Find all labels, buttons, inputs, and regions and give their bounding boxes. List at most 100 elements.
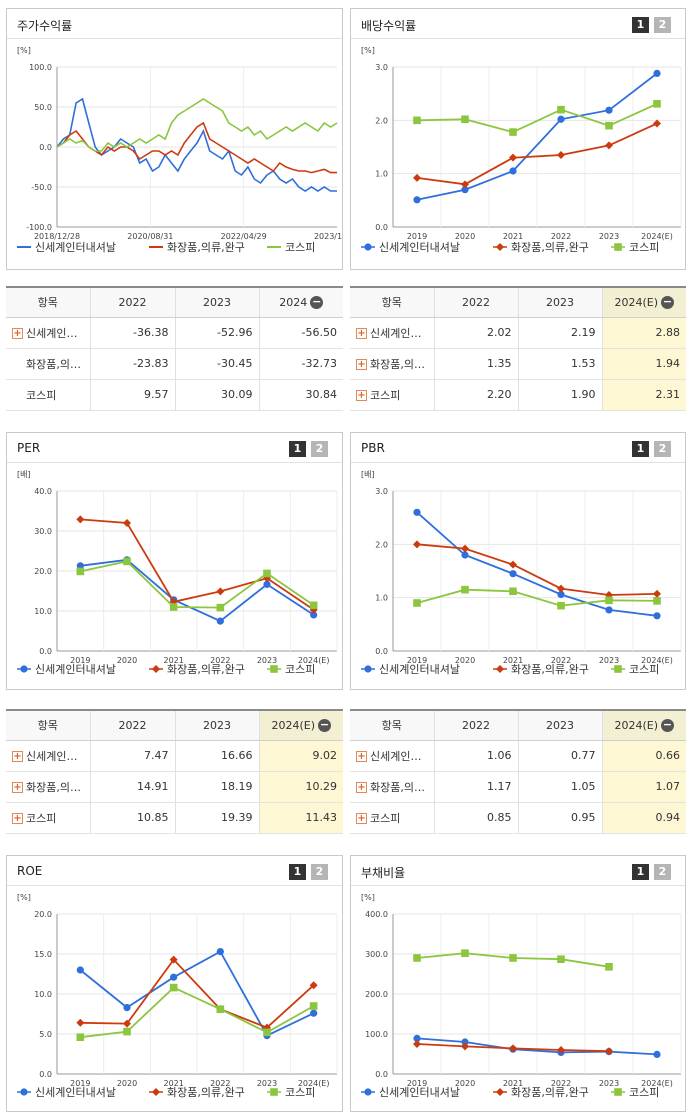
page-2-button[interactable]: 2: [654, 864, 671, 880]
data-point: [76, 1033, 85, 1041]
data-point: [509, 153, 517, 162]
y-tick-label: 400.0: [365, 910, 388, 919]
x-tick-label: 2024(E): [641, 232, 673, 241]
data-point: [309, 605, 318, 614]
x-tick-label: 2023: [599, 656, 619, 665]
expand-icon[interactable]: +: [12, 813, 23, 824]
data-point: [557, 1046, 565, 1054]
expand-icon[interactable]: +: [356, 782, 367, 793]
pbr-chart: [배]3.0 2.0 1.0 0.0 2019 2020 2021 2022 2023 2024(…: [361, 470, 682, 676]
legend-label: 코스피: [629, 241, 659, 254]
y-tick-label: 200.0: [365, 990, 388, 999]
table-cell: 10.85: [89, 802, 175, 834]
axis-unit: [배]: [361, 470, 375, 479]
page-1-button[interactable]: 1: [289, 441, 306, 457]
data-point: [509, 1044, 517, 1053]
table-row: + 화장품,의… 14.91 18.19 10.29: [6, 771, 343, 803]
page-2-button[interactable]: 2: [654, 17, 671, 33]
row-label: 신세계인…: [370, 326, 422, 340]
expand-icon[interactable]: +: [356, 813, 367, 824]
row-name: 코스피: [6, 379, 90, 411]
row-name: 화장품,의…: [6, 348, 90, 380]
collapse-icon[interactable]: −: [661, 718, 675, 732]
data-point: [605, 963, 613, 971]
x-tick-label: 2020: [117, 656, 137, 665]
page-1-button[interactable]: 1: [632, 864, 649, 880]
table-row: + 신세계인… -36.38 -52.96 -56.50: [6, 317, 343, 349]
x-tick-label: 2019: [70, 1079, 90, 1088]
row-label: 화장품,의…: [370, 357, 425, 371]
data-point: [605, 106, 613, 114]
table-header: 2023: [174, 710, 259, 741]
row-name: + 신세계인…: [6, 317, 90, 349]
y-tick-label: 30.0: [34, 527, 52, 536]
data-point: [461, 551, 469, 559]
legend: 신세계인터내셔날 화장품,의류,완구 코스피: [361, 663, 659, 676]
expand-icon[interactable]: +: [12, 328, 23, 339]
collapse-icon[interactable]: −: [318, 718, 332, 732]
table-header: 2024(E) −: [601, 710, 686, 741]
data-point: [557, 115, 565, 123]
page-1-button[interactable]: 1: [632, 17, 649, 33]
x-tick-label: 2023: [599, 232, 619, 241]
table-header: 2022: [433, 287, 518, 318]
data-point: [170, 973, 178, 981]
table-cell: 2.02: [433, 317, 518, 349]
table-header: 2022: [89, 710, 175, 741]
series-코스피: [76, 983, 318, 1041]
panel-header: 배당수익률 1 2: [351, 9, 685, 39]
dividend-yield-chart: [%]3.0 2.0 1.0 0.0 2019 2020 2021 2022 2023 2024(…: [361, 46, 682, 254]
page-2-button[interactable]: 2: [311, 864, 328, 880]
data-point: [152, 665, 160, 673]
y-tick-label: 2.0: [375, 116, 388, 125]
table-header: 항목: [350, 710, 434, 741]
data-point: [216, 603, 225, 612]
table-cell: 1.07: [601, 771, 686, 803]
data-point: [364, 1088, 372, 1096]
table-header: 2024−: [258, 287, 343, 318]
page-2-button[interactable]: 2: [311, 441, 328, 457]
data-point: [653, 589, 661, 598]
panel-title: ROE: [17, 864, 43, 878]
expand-icon[interactable]: +: [356, 751, 367, 762]
data-point: [364, 243, 372, 251]
collapse-icon[interactable]: −: [661, 295, 675, 309]
data-point: [310, 1009, 318, 1017]
pbr-table: 항목 2022 2023 2024(E) − + 신세계인… 1.06 0.77 0.66 + 화장품…: [350, 709, 686, 834]
page-1-button[interactable]: 1: [632, 441, 649, 457]
expand-icon[interactable]: +: [356, 359, 367, 370]
data-point: [263, 580, 271, 588]
table-row: + 신세계인… 7.47 16.66 9.02: [6, 740, 343, 772]
y-tick-label: 100.0: [365, 1030, 388, 1039]
y-tick-label: 40.0: [34, 487, 52, 496]
data-point: [123, 1004, 131, 1012]
axis-unit: [배]: [17, 470, 31, 479]
table-row: 화장품,의… -23.83 -30.45 -32.73: [6, 348, 343, 380]
data-point: [216, 587, 225, 596]
data-point: [169, 983, 178, 992]
legend-label: 화장품,의류,완구: [511, 241, 589, 254]
page-2-button[interactable]: 2: [654, 441, 671, 457]
x-tick-label: 2024(E): [641, 1079, 673, 1088]
debt-ratio-chart: [%] 400.0 300.0 200.0 100.0 0.0 2019 2020 2021 20…: [361, 893, 682, 1099]
table-row: + 코스피 2.20 1.90 2.31: [350, 379, 686, 411]
expand-icon[interactable]: +: [12, 782, 23, 793]
x-tick-label: 2023: [257, 656, 277, 665]
collapse-icon[interactable]: −: [310, 295, 324, 309]
expand-icon[interactable]: +: [356, 390, 367, 401]
data-point: [653, 1050, 661, 1058]
axis-unit: [%]: [361, 46, 375, 55]
data-point: [653, 119, 661, 128]
table-cell: -32.73: [258, 348, 343, 380]
legend-label: 화장품,의류,완구: [167, 1086, 245, 1099]
row-label: 신세계인…: [26, 326, 78, 340]
legend-label: 코스피: [629, 663, 659, 676]
expand-icon[interactable]: +: [12, 751, 23, 762]
x-tick-label: 2020/08/31: [127, 232, 173, 241]
page-1-button[interactable]: 1: [289, 864, 306, 880]
table-row: + 화장품,의… 1.35 1.53 1.94: [350, 348, 686, 380]
expand-icon[interactable]: +: [356, 328, 367, 339]
table-cell: 0.77: [517, 740, 602, 772]
y-tick-label: 10.0: [34, 607, 52, 616]
data-point: [557, 590, 565, 599]
